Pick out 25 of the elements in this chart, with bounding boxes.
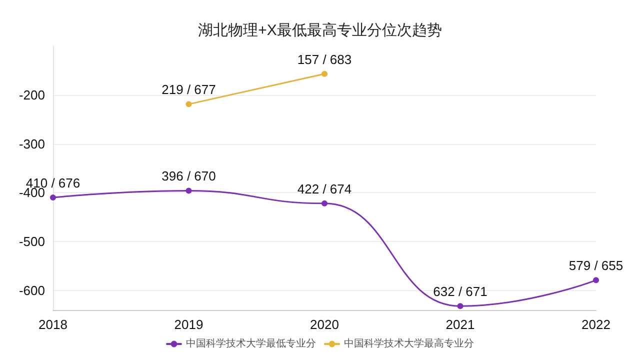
x-tick-label: 2020 — [310, 317, 339, 332]
legend-label: 中国科学技术大学最高专业分 — [344, 338, 474, 350]
point — [457, 303, 464, 310]
y-tick-label: -200 — [18, 87, 45, 102]
y-tick-label: -500 — [18, 234, 45, 250]
x-tick-label: 2018 — [38, 317, 68, 332]
point — [593, 277, 599, 284]
chart-title: 湖北物理+X最低最高专业分位次趋势 — [198, 22, 442, 39]
point — [322, 70, 328, 77]
point — [322, 200, 328, 206]
point — [186, 101, 192, 108]
point — [186, 188, 192, 194]
annotation: 632 / 671 — [433, 284, 488, 300]
point — [50, 194, 56, 201]
x-tick-label: 2021 — [446, 317, 475, 332]
annotation: 157 / 683 — [297, 52, 352, 67]
y-tick-label: -600 — [18, 282, 45, 298]
annotation: 579 / 655 — [568, 258, 624, 274]
y-tick-label: -300 — [18, 136, 45, 152]
annotation: 422 / 674 — [297, 181, 352, 196]
x-tick-label: 2019 — [174, 317, 204, 332]
annotation: 396 / 670 — [162, 168, 216, 184]
annotation: 219 / 677 — [162, 82, 216, 98]
legend-label: 中国科学技术大学最低专业分 — [186, 338, 316, 350]
x-tick-label: 2022 — [582, 317, 610, 332]
